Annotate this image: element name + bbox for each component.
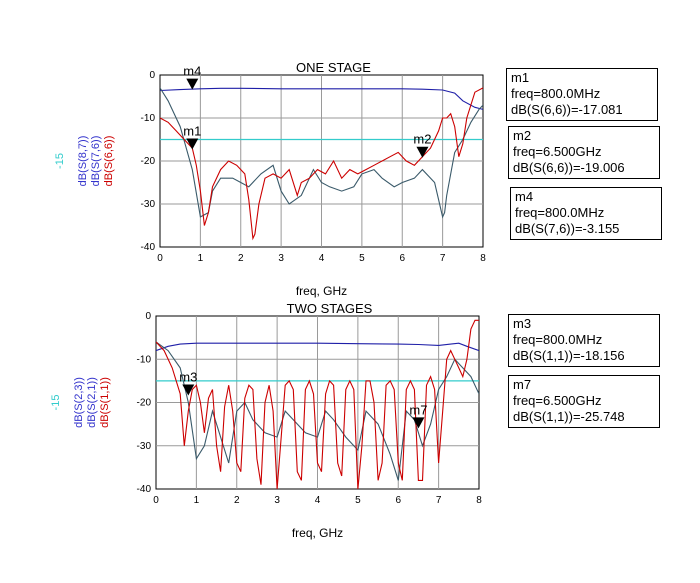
x-tick-label: 7 <box>440 253 446 264</box>
x-tick-label: 2 <box>238 253 244 264</box>
y-axis-label: dB(S(7,6)) <box>90 136 102 187</box>
chart-title: ONE STAGE <box>296 60 371 75</box>
x-tick-label: 1 <box>194 495 200 506</box>
y-tick-label: 0 <box>145 311 151 322</box>
chart-title: TWO STAGES <box>287 301 373 316</box>
marker-readout-freq: freq=6.500GHz <box>513 393 602 408</box>
y-tick-label: -20 <box>137 398 152 409</box>
x-tick-label: 8 <box>476 495 482 506</box>
series-line <box>160 87 483 241</box>
marker-readout-m3: m3 freq=800.0MHz dB(S(1,1))=-18.156 <box>508 314 660 367</box>
marker-readout-m4: m4 freq=800.0MHz dB(S(7,6))=-3.155 <box>510 187 662 240</box>
marker-readout-m7: m7 freq=6.500GHz dB(S(1,1))=-25.748 <box>508 375 660 428</box>
x-tick-label: 7 <box>436 495 442 506</box>
x-tick-label: 6 <box>395 495 401 506</box>
marker-triangle <box>412 417 425 429</box>
marker-label: m7 <box>409 402 427 417</box>
y-axis-label: dB(S(6,6)) <box>103 136 115 187</box>
x-axis-label: freq, GHz <box>292 526 343 540</box>
marker-readout-value: dB(S(6,6))=-19.006 <box>513 160 625 175</box>
x-tick-label: 8 <box>480 253 486 264</box>
x-axis-label: freq, GHz <box>296 284 347 298</box>
x-tick-label: 2 <box>234 495 240 506</box>
x-tick-label: 0 <box>157 253 163 264</box>
one-stage-chart: 0 1 2 3 4 5 6 7 8 0 -10 -20 -30 -40 ONE STAGE freq, GHz… <box>54 60 486 298</box>
y-axis-label: dB(S(2,1)) <box>86 377 98 428</box>
two-stages-chart: 0 1 2 3 4 5 6 7 8 0 -10 -20 -30 -40 TWO STAGES freq, GH… <box>50 301 482 540</box>
x-tick-label: 0 <box>153 495 159 506</box>
series-line <box>156 319 479 489</box>
marker-triangle <box>186 138 199 150</box>
y-tick-label: -10 <box>137 354 152 365</box>
x-tick-label: 6 <box>399 253 405 264</box>
marker-readout-freq: freq=800.0MHz <box>513 332 603 347</box>
x-tick-label: 5 <box>355 495 361 506</box>
x-tick-label: 3 <box>274 495 280 506</box>
marker-triangle <box>182 384 195 396</box>
marker-readout-freq: freq=800.0MHz <box>515 205 605 220</box>
x-tick-label: 5 <box>359 253 365 264</box>
y-tick-label: -20 <box>141 156 156 167</box>
series-line <box>160 87 483 219</box>
marker-readout-name: m7 <box>513 377 532 392</box>
marker-readout-value: dB(S(7,6))=-3.155 <box>515 221 620 236</box>
marker-triangle <box>186 78 199 90</box>
y-tick-label: -30 <box>137 441 152 452</box>
marker-label: m3 <box>179 370 197 385</box>
y-axis-label: -15 <box>50 395 62 411</box>
y-tick-label: -40 <box>141 242 156 253</box>
x-tick-label: 4 <box>319 253 325 264</box>
marker-readout-value: dB(S(6,6))=-17.081 <box>511 102 623 117</box>
marker-readout-name: m1 <box>511 70 530 85</box>
marker-readout-value: dB(S(1,1))=-25.748 <box>513 409 625 424</box>
marker-readout-name: m3 <box>513 316 532 331</box>
marker-triangle <box>416 146 429 158</box>
marker-readout-value: dB(S(1,1))=-18.156 <box>513 348 625 363</box>
y-axis-label: dB(S(1,1)) <box>99 377 111 428</box>
marker-label: m4 <box>183 64 201 79</box>
series-line <box>160 87 483 110</box>
y-axis-label: dB(S(2,3)) <box>73 377 85 428</box>
marker-label: m1 <box>183 123 201 138</box>
y-tick-label: -40 <box>137 484 152 495</box>
marker-readout-freq: freq=6.500GHz <box>513 144 602 159</box>
marker-readout-m1: m1 freq=800.0MHz dB(S(6,6))=-17.081 <box>506 68 658 121</box>
series-line <box>156 342 479 352</box>
y-axis-label: -15 <box>54 153 66 169</box>
marker-readout-m2: m2 freq=6.500GHz dB(S(6,6))=-19.006 <box>508 126 660 179</box>
series-line <box>156 341 479 481</box>
x-tick-label: 1 <box>198 253 204 264</box>
y-axis-label: dB(S(8,7)) <box>77 136 89 187</box>
x-tick-label: 4 <box>315 495 321 506</box>
marker-readout-name: m2 <box>513 128 532 143</box>
y-tick-label: -10 <box>141 113 156 124</box>
marker-label: m2 <box>413 132 431 147</box>
marker-readout-freq: freq=800.0MHz <box>511 86 601 101</box>
y-tick-label: 0 <box>149 70 155 81</box>
y-tick-label: -30 <box>141 199 156 210</box>
marker-readout-name: m4 <box>515 189 534 204</box>
x-tick-label: 3 <box>278 253 284 264</box>
